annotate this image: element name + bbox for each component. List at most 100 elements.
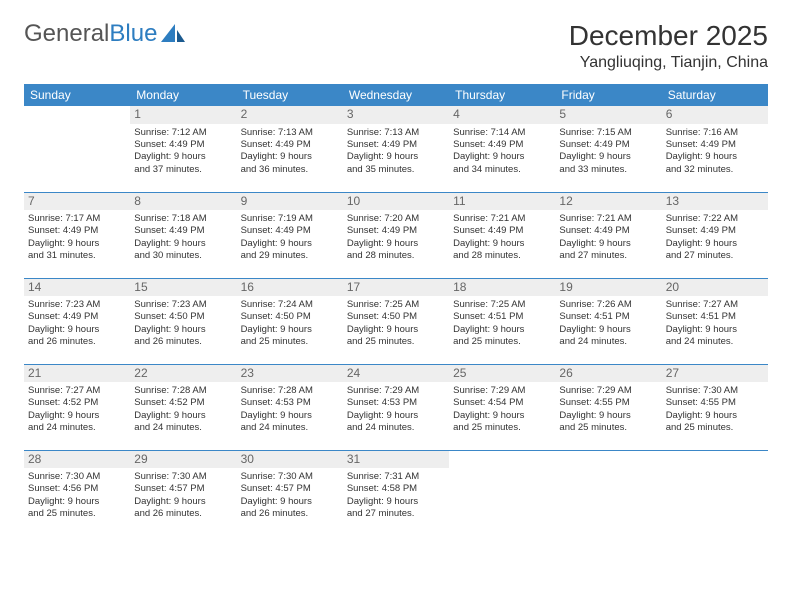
sunset-text: Sunset: 4:52 PM (134, 397, 232, 409)
day-number: 19 (555, 279, 661, 297)
calendar-cell: 22Sunrise: 7:28 AMSunset: 4:52 PMDayligh… (130, 364, 236, 450)
calendar-week-row: 21Sunrise: 7:27 AMSunset: 4:52 PMDayligh… (24, 364, 768, 450)
sunrise-text: Sunrise: 7:21 AM (559, 213, 657, 225)
sunrise-text: Sunrise: 7:15 AM (559, 127, 657, 139)
sunrise-text: Sunrise: 7:13 AM (241, 127, 339, 139)
daylight1-text: Daylight: 9 hours (347, 496, 445, 508)
day-number: 21 (24, 365, 130, 383)
day-number: 3 (343, 106, 449, 124)
sunset-text: Sunset: 4:55 PM (666, 397, 764, 409)
daylight2-text: and 25 minutes. (453, 422, 551, 434)
calendar-cell: 16Sunrise: 7:24 AMSunset: 4:50 PMDayligh… (237, 278, 343, 364)
day-number: 14 (24, 279, 130, 297)
daylight2-text: and 27 minutes. (666, 250, 764, 262)
daylight1-text: Daylight: 9 hours (666, 238, 764, 250)
day-number: 9 (237, 193, 343, 211)
sunrise-text: Sunrise: 7:20 AM (347, 213, 445, 225)
calendar-cell: 12Sunrise: 7:21 AMSunset: 4:49 PMDayligh… (555, 192, 661, 278)
daylight1-text: Daylight: 9 hours (453, 238, 551, 250)
sunset-text: Sunset: 4:57 PM (241, 483, 339, 495)
sunrise-text: Sunrise: 7:12 AM (134, 127, 232, 139)
calendar-cell (24, 106, 130, 192)
sunrise-text: Sunrise: 7:29 AM (453, 385, 551, 397)
daylight2-text: and 25 minutes. (666, 422, 764, 434)
day-number: 16 (237, 279, 343, 297)
sunrise-text: Sunrise: 7:30 AM (241, 471, 339, 483)
daylight1-text: Daylight: 9 hours (453, 151, 551, 163)
calendar-cell: 11Sunrise: 7:21 AMSunset: 4:49 PMDayligh… (449, 192, 555, 278)
day-number: 8 (130, 193, 236, 211)
day-header: Tuesday (237, 84, 343, 106)
day-number: 5 (555, 106, 661, 124)
header: GeneralBlue December 2025 Yangliuqing, T… (24, 20, 768, 72)
daylight2-text: and 26 minutes. (134, 336, 232, 348)
sunset-text: Sunset: 4:55 PM (559, 397, 657, 409)
sunrise-text: Sunrise: 7:24 AM (241, 299, 339, 311)
sunrise-text: Sunrise: 7:21 AM (453, 213, 551, 225)
sunset-text: Sunset: 4:49 PM (453, 139, 551, 151)
calendar-cell (449, 450, 555, 536)
sunset-text: Sunset: 4:51 PM (453, 311, 551, 323)
daylight2-text: and 31 minutes. (28, 250, 126, 262)
calendar-cell: 31Sunrise: 7:31 AMSunset: 4:58 PMDayligh… (343, 450, 449, 536)
day-header: Wednesday (343, 84, 449, 106)
day-number: 12 (555, 193, 661, 211)
daylight1-text: Daylight: 9 hours (347, 238, 445, 250)
day-header: Saturday (662, 84, 768, 106)
calendar-cell: 19Sunrise: 7:26 AMSunset: 4:51 PMDayligh… (555, 278, 661, 364)
calendar-cell: 13Sunrise: 7:22 AMSunset: 4:49 PMDayligh… (662, 192, 768, 278)
daylight1-text: Daylight: 9 hours (453, 410, 551, 422)
day-number: 26 (555, 365, 661, 383)
calendar-cell: 21Sunrise: 7:27 AMSunset: 4:52 PMDayligh… (24, 364, 130, 450)
daylight1-text: Daylight: 9 hours (28, 410, 126, 422)
day-number: 30 (237, 451, 343, 469)
sunset-text: Sunset: 4:49 PM (347, 225, 445, 237)
month-title: December 2025 (569, 20, 768, 52)
day-header: Thursday (449, 84, 555, 106)
sunrise-text: Sunrise: 7:23 AM (134, 299, 232, 311)
daylight1-text: Daylight: 9 hours (241, 151, 339, 163)
day-number: 7 (24, 193, 130, 211)
calendar-cell: 8Sunrise: 7:18 AMSunset: 4:49 PMDaylight… (130, 192, 236, 278)
calendar-table: Sunday Monday Tuesday Wednesday Thursday… (24, 84, 768, 536)
day-number: 18 (449, 279, 555, 297)
calendar-cell: 14Sunrise: 7:23 AMSunset: 4:49 PMDayligh… (24, 278, 130, 364)
calendar-cell: 17Sunrise: 7:25 AMSunset: 4:50 PMDayligh… (343, 278, 449, 364)
daylight2-text: and 26 minutes. (134, 508, 232, 520)
daylight1-text: Daylight: 9 hours (28, 238, 126, 250)
daylight2-text: and 32 minutes. (666, 164, 764, 176)
sunset-text: Sunset: 4:49 PM (28, 225, 126, 237)
daylight2-text: and 36 minutes. (241, 164, 339, 176)
daylight1-text: Daylight: 9 hours (28, 496, 126, 508)
daylight1-text: Daylight: 9 hours (666, 324, 764, 336)
sunrise-text: Sunrise: 7:25 AM (347, 299, 445, 311)
sunrise-text: Sunrise: 7:25 AM (453, 299, 551, 311)
day-number: 23 (237, 365, 343, 383)
sunset-text: Sunset: 4:49 PM (347, 139, 445, 151)
day-number: 13 (662, 193, 768, 211)
sunset-text: Sunset: 4:49 PM (241, 139, 339, 151)
calendar-cell: 1Sunrise: 7:12 AMSunset: 4:49 PMDaylight… (130, 106, 236, 192)
sunrise-text: Sunrise: 7:19 AM (241, 213, 339, 225)
daylight2-text: and 35 minutes. (347, 164, 445, 176)
sunrise-text: Sunrise: 7:30 AM (666, 385, 764, 397)
sunrise-text: Sunrise: 7:28 AM (241, 385, 339, 397)
daylight1-text: Daylight: 9 hours (666, 151, 764, 163)
calendar-cell: 2Sunrise: 7:13 AMSunset: 4:49 PMDaylight… (237, 106, 343, 192)
daylight2-text: and 27 minutes. (559, 250, 657, 262)
daylight1-text: Daylight: 9 hours (134, 324, 232, 336)
calendar-cell: 24Sunrise: 7:29 AMSunset: 4:53 PMDayligh… (343, 364, 449, 450)
sunset-text: Sunset: 4:54 PM (453, 397, 551, 409)
calendar-cell: 30Sunrise: 7:30 AMSunset: 4:57 PMDayligh… (237, 450, 343, 536)
daylight1-text: Daylight: 9 hours (347, 324, 445, 336)
day-number: 11 (449, 193, 555, 211)
calendar-cell: 27Sunrise: 7:30 AMSunset: 4:55 PMDayligh… (662, 364, 768, 450)
daylight2-text: and 26 minutes. (28, 336, 126, 348)
sunset-text: Sunset: 4:49 PM (134, 225, 232, 237)
day-number: 15 (130, 279, 236, 297)
logo-sail-icon (161, 24, 187, 44)
day-header: Friday (555, 84, 661, 106)
sunrise-text: Sunrise: 7:23 AM (28, 299, 126, 311)
calendar-week-row: 1Sunrise: 7:12 AMSunset: 4:49 PMDaylight… (24, 106, 768, 192)
sunset-text: Sunset: 4:49 PM (559, 139, 657, 151)
